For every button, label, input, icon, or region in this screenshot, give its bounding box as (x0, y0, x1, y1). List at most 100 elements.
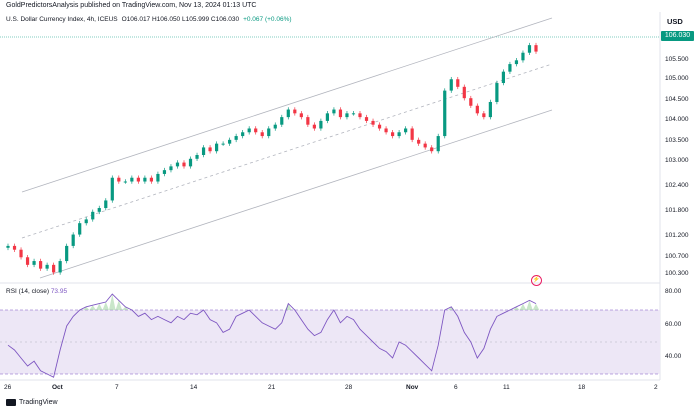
price-chart[interactable] (0, 12, 700, 382)
candle-up (527, 45, 532, 53)
candle-down (25, 257, 30, 265)
time-tick: 2 (654, 384, 658, 391)
candle-up (175, 162, 180, 167)
candle-up (156, 173, 160, 182)
tradingview-logo[interactable]: TradingView (6, 399, 58, 406)
candle-up (319, 120, 323, 129)
rsi-tick: 80.00 (665, 288, 682, 295)
time-tick: 11 (503, 384, 510, 391)
candle-down (312, 124, 316, 129)
candle-up (195, 155, 199, 159)
candle-down (410, 128, 414, 140)
time-tick: 6 (454, 384, 458, 391)
price-tick: 102.400 (665, 182, 689, 189)
price-axis[interactable]: 105.500 105.000 104.500 104.000 103.500 … (660, 12, 700, 382)
rsi-line (7, 293, 537, 378)
time-tick: Nov (406, 384, 419, 391)
candle-up (221, 143, 225, 145)
rsi-title[interactable]: RSI (14, close) (6, 288, 49, 295)
candle-down (19, 249, 23, 258)
candle-up (449, 79, 453, 91)
candle-down (475, 105, 479, 114)
candle-up (78, 223, 82, 235)
candle-up (110, 177, 114, 201)
candle-down (534, 45, 538, 52)
currency-label[interactable]: USD (667, 17, 683, 26)
candle-down (482, 113, 486, 118)
candle-up (351, 113, 356, 115)
rsi-overbought-fill (83, 294, 540, 310)
time-axis[interactable]: 26 Oct 7 14 21 28 Nov 6 11 18 2 (0, 380, 660, 392)
tradingview-icon (6, 399, 16, 406)
candle-up (332, 109, 336, 114)
price-change: +0.067 (+0.06%) (243, 16, 292, 23)
candle-up (84, 219, 88, 224)
candle-down (38, 261, 43, 269)
price-tick: 105.000 (665, 75, 689, 82)
candle-up (91, 211, 95, 220)
time-tick: 7 (115, 384, 119, 391)
candle-down (469, 98, 473, 106)
price-tick: 104.500 (665, 96, 689, 103)
candle-up (201, 147, 206, 155)
candle-up (130, 177, 134, 182)
candle-up (436, 136, 440, 152)
candle-up (214, 143, 219, 152)
candle-down (417, 139, 421, 144)
symbol-name[interactable]: U.S. Dollar Currency Index, 4h, ICEUS (6, 16, 118, 23)
lightning-icon[interactable]: ⚡ (531, 275, 542, 286)
candle-down (260, 132, 264, 137)
candle-up (123, 181, 127, 183)
candle-up (32, 261, 36, 265)
time-tick: 18 (578, 384, 586, 391)
time-tick: Oct (52, 384, 63, 391)
candle-down (462, 86, 466, 99)
rsi-value: 73.95 (50, 288, 68, 295)
candles (6, 42, 538, 275)
candle-up (495, 83, 499, 102)
candle-up (234, 136, 238, 140)
candle-up (443, 90, 447, 137)
candle-up (501, 71, 506, 84)
time-tick: 21 (268, 384, 276, 391)
candle-up (104, 200, 108, 209)
price-tick: 100.700 (665, 253, 689, 260)
rsi-legend: RSI (14, close) 73.95 (6, 288, 67, 295)
candle-up (508, 64, 512, 72)
candle-down (364, 117, 369, 121)
candle-up (143, 177, 147, 182)
candle-up (188, 158, 193, 167)
candle-up (345, 113, 349, 118)
candle-up (286, 109, 290, 118)
candle-down (456, 79, 460, 87)
price-tick: 100.300 (665, 270, 689, 277)
candle-up (488, 101, 492, 118)
candle-up (162, 170, 167, 174)
time-tick: 28 (345, 384, 353, 391)
candle-down (293, 109, 297, 114)
brand-name: TradingView (19, 399, 58, 406)
candle-down (338, 109, 343, 118)
candle-down (306, 117, 310, 125)
publisher-line: GoldPredictorsAnalysis published on Trad… (6, 2, 257, 9)
candle-down (384, 128, 388, 133)
candle-up (247, 128, 251, 133)
price-tick: 101.800 (665, 207, 689, 214)
candle-down (52, 264, 56, 273)
candle-up (280, 117, 284, 125)
candle-up (273, 124, 277, 129)
rsi-tick: 60.00 (665, 321, 682, 328)
candle-up (325, 113, 330, 121)
chart-header: GoldPredictorsAnalysis published on Trad… (0, 0, 700, 14)
ohlc-values: O106.017 H106.050 L105.999 C106.030 (121, 16, 240, 23)
candle-down (149, 177, 154, 182)
candle-down (117, 177, 121, 182)
channel-middle (21, 63, 553, 239)
price-tick: 103.000 (665, 157, 689, 164)
candle-down (182, 162, 186, 167)
symbol-legend: U.S. Dollar Currency Index, 4h, ICEUS O1… (6, 16, 292, 23)
candle-up (404, 128, 408, 133)
price-tick: 101.200 (665, 232, 689, 239)
candle-down (12, 245, 17, 250)
candle-up (169, 166, 173, 171)
